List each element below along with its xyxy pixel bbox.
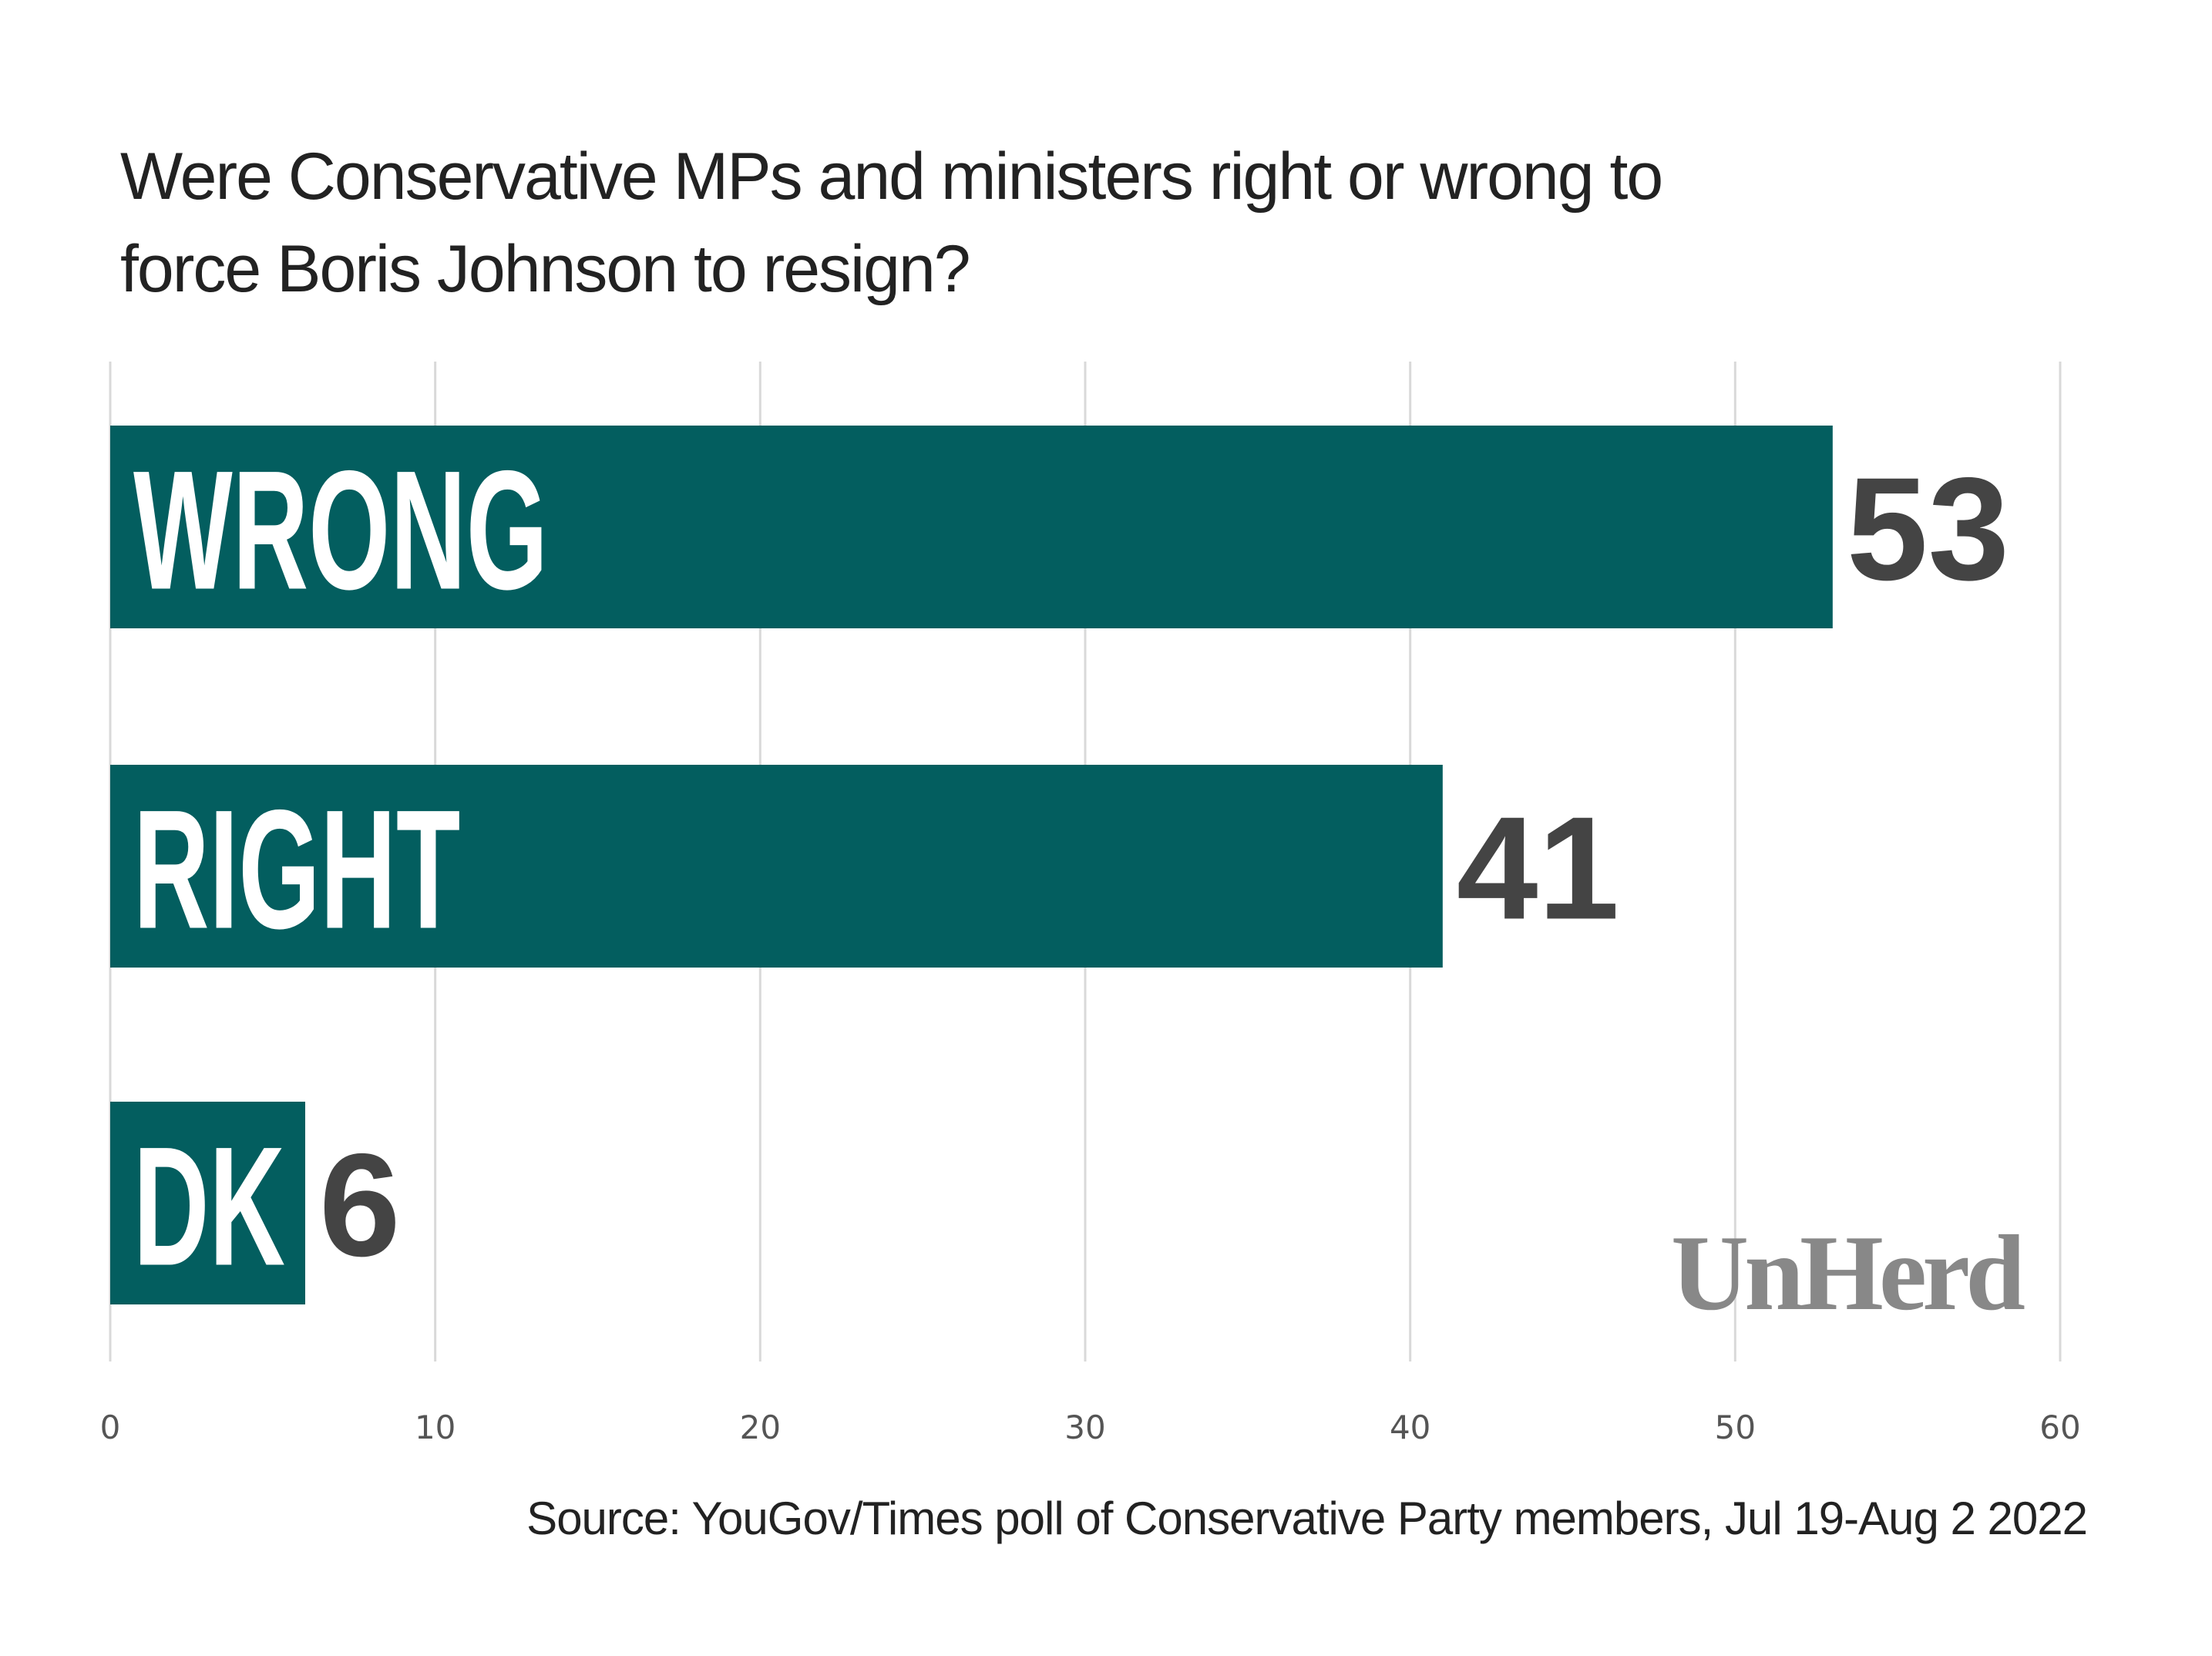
chart-title-line-1: Were Conservative MPs and ministers righ…: [120, 140, 1662, 214]
bar-wrong: [110, 426, 1833, 628]
x-tick-label: 10: [415, 1409, 456, 1446]
x-tick-label: 40: [1390, 1409, 1430, 1446]
value-label-dk: 6: [319, 1124, 401, 1287]
unherd-logo: UnHerd: [1671, 1213, 2025, 1333]
bar-right: [110, 765, 1443, 968]
bar-label-dk: DK: [133, 1111, 285, 1301]
x-tick-label: 30: [1064, 1409, 1105, 1446]
x-axis-ticks: 0 10 20 30 40 50 60: [100, 1409, 2081, 1446]
x-tick-label: 0: [100, 1409, 121, 1446]
x-tick-label: 20: [740, 1409, 781, 1446]
bars: WRONG 53 RIGHT 41 DK 6: [110, 426, 2009, 1304]
source-note: Source: YouGov/Times poll of Conservativ…: [526, 1493, 2087, 1544]
value-label-wrong: 53: [1847, 448, 2009, 611]
x-tick-label: 50: [1715, 1409, 1756, 1446]
chart-title-line-2: force Boris Johnson to resign?: [120, 232, 970, 306]
bar-label-wrong: WRONG: [133, 435, 548, 624]
value-label-right: 41: [1457, 787, 1619, 951]
x-tick-label: 60: [2039, 1409, 2080, 1446]
bar-label-right: RIGHT: [133, 774, 460, 964]
bar-dk: [110, 1102, 305, 1304]
